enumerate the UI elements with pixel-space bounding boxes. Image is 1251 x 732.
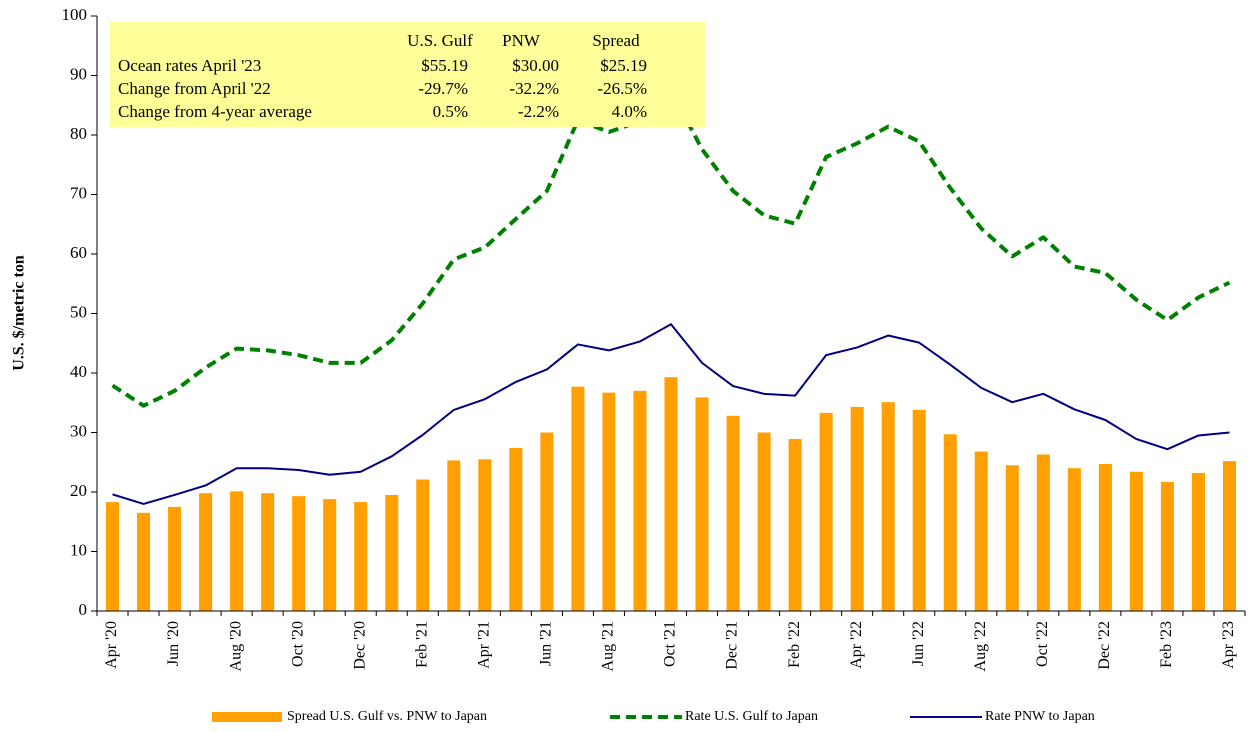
bar: [850, 406, 864, 611]
y-tick-label: 30: [70, 421, 87, 440]
info-box: [110, 22, 705, 127]
x-tick-label: Feb '22: [786, 621, 803, 668]
bar: [664, 377, 678, 611]
bar: [943, 434, 957, 611]
bar: [199, 493, 213, 611]
table-row-label: Change from April '22: [118, 79, 271, 98]
table-cell: $30.00: [512, 56, 559, 75]
dashed-line: [111, 88, 1231, 408]
legend-label: Rate U.S. Gulf to Japan: [685, 709, 818, 724]
bar: [726, 415, 740, 611]
bar: [1129, 471, 1143, 611]
x-tick-label: Dec '22: [1096, 621, 1113, 670]
bar: [1036, 454, 1050, 611]
table-cell: $55.19: [421, 56, 468, 75]
x-tick-label: Oct '20: [289, 621, 306, 667]
table-cell: $25.19: [600, 56, 647, 75]
bar: [168, 506, 182, 611]
table-cell: 0.5%: [433, 102, 468, 121]
x-tick-label: Jun '22: [910, 621, 927, 666]
bar: [881, 402, 895, 611]
y-axis-label: U.S. $/metric ton: [11, 255, 28, 371]
bar: [757, 432, 771, 611]
y-tick-label: 20: [70, 481, 87, 500]
bar: [385, 494, 399, 611]
x-tick-label: Oct '21: [662, 621, 679, 667]
x-tick-label: Aug '22: [972, 621, 989, 671]
table-header: PNW: [502, 31, 541, 50]
table-row-label: Ocean rates April '23: [118, 56, 261, 75]
bar: [1191, 472, 1205, 611]
x-tick-label: Feb '21: [413, 621, 430, 668]
bar: [633, 390, 647, 611]
bar: [447, 460, 461, 611]
bar: [416, 479, 430, 611]
y-tick-label: 60: [70, 243, 87, 262]
x-tick-label: Apr '23: [1220, 621, 1237, 669]
x-tick-label: Apr '21: [476, 621, 493, 669]
x-tick-label: Apr '20: [103, 621, 120, 669]
y-tick-label: 70: [70, 183, 87, 202]
y-tick-label: 10: [70, 540, 87, 559]
bar: [1098, 464, 1112, 611]
x-tick-label: Aug '20: [227, 621, 244, 671]
legend-label: Spread U.S. Gulf vs. PNW to Japan: [287, 709, 487, 724]
bar: [788, 439, 802, 611]
table-cell: 4.0%: [612, 102, 647, 121]
y-tick-label: 0: [79, 600, 88, 619]
bar: [974, 451, 988, 611]
bar: [323, 499, 337, 611]
bar: [1067, 468, 1081, 611]
x-tick-label: Dec '20: [351, 621, 368, 670]
y-tick-label: 100: [62, 5, 88, 24]
x-tick-label: Jun '20: [165, 621, 182, 666]
bar: [354, 502, 368, 611]
bar: [1222, 461, 1237, 611]
x-tick-label: Aug '21: [600, 621, 617, 671]
table-header: U.S. Gulf: [407, 31, 473, 50]
x-tick-label: Apr '22: [848, 621, 865, 669]
y-tick-label: 40: [70, 362, 87, 381]
bar: [230, 491, 244, 611]
bar: [509, 447, 523, 611]
x-tick-label: Oct '22: [1034, 621, 1051, 667]
x-tick-label: Feb '23: [1158, 621, 1175, 668]
bar: [695, 397, 709, 611]
bar: [292, 496, 306, 611]
table-row-label: Change from 4-year average: [118, 102, 312, 121]
table-cell: -29.7%: [418, 79, 468, 98]
x-tick-label: Jun '21: [538, 621, 555, 666]
table-cell: -26.5%: [597, 79, 647, 98]
bar: [1160, 481, 1174, 611]
bar: [478, 459, 492, 611]
legend-swatch: [212, 712, 282, 722]
legend-label: Rate PNW to Japan: [985, 709, 1095, 724]
bar: [137, 512, 151, 611]
bar: [571, 386, 585, 611]
bar: [912, 409, 926, 611]
line: [112, 323, 1230, 505]
bar: [261, 493, 275, 611]
bar: [819, 412, 833, 611]
y-tick-label: 80: [70, 124, 87, 143]
table-header: Spread: [592, 31, 640, 50]
y-tick-label: 50: [70, 302, 87, 321]
bar: [1005, 465, 1019, 611]
bar: [602, 392, 616, 611]
table-cell: -32.2%: [509, 79, 559, 98]
bar: [105, 502, 120, 611]
y-tick-label: 90: [70, 64, 87, 83]
table-cell: -2.2%: [518, 102, 559, 121]
bar: [540, 432, 554, 611]
x-tick-label: Dec '21: [724, 621, 741, 670]
